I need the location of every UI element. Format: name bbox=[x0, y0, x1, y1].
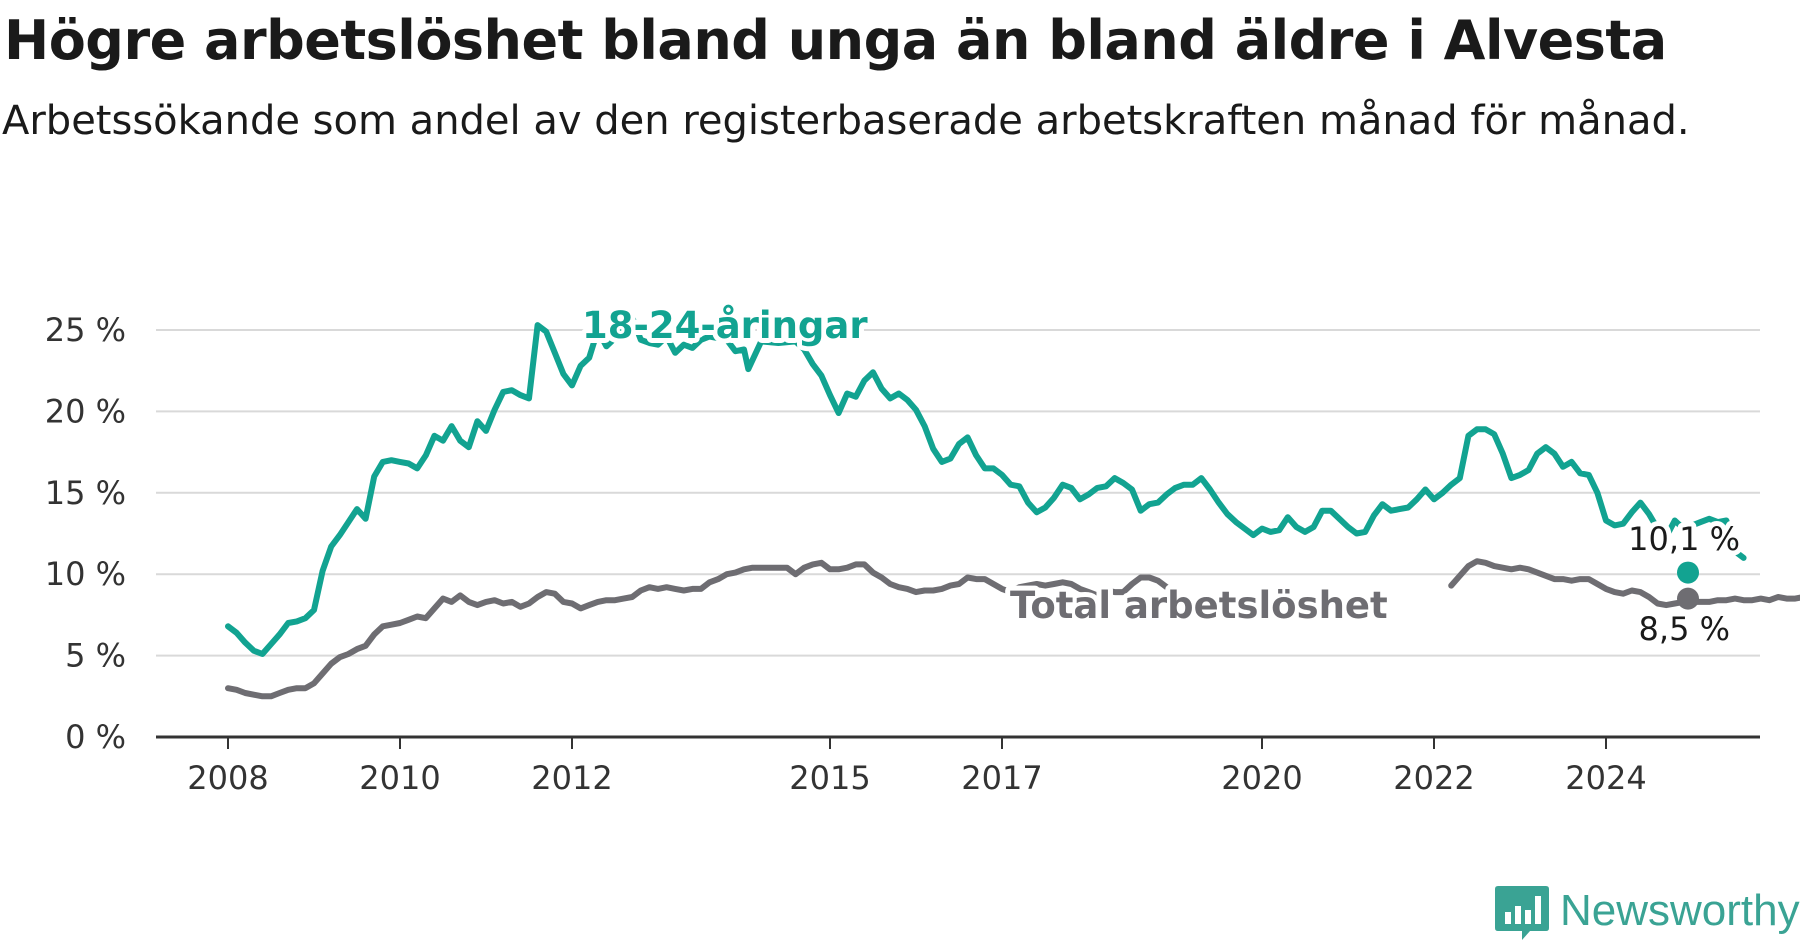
x-tick-label: 2020 bbox=[1221, 759, 1302, 797]
grid-lines bbox=[156, 329, 1760, 657]
y-tick-label: 0 % bbox=[65, 718, 126, 756]
x-tick-label: 2015 bbox=[789, 759, 870, 797]
series-line-total bbox=[225, 559, 1170, 700]
x-tick-label: 2008 bbox=[187, 759, 268, 797]
x-tick-label: 2017 bbox=[961, 759, 1042, 797]
end-marker-total bbox=[1677, 587, 1699, 610]
series-label-total: Total arbetslöshet bbox=[1010, 584, 1388, 627]
x-tick-label: 2024 bbox=[1565, 759, 1646, 797]
x-tick-label: 2012 bbox=[531, 759, 612, 797]
y-tick-label: 25 % bbox=[45, 311, 126, 349]
series-labels: 18-24-åringar Total arbetslöshet 10,1 % 8,5… bbox=[577, 299, 1745, 653]
y-tick-label: 20 % bbox=[45, 392, 126, 430]
series-label-youth: 18-24-åringar bbox=[582, 304, 868, 347]
end-label-total: 8,5 % bbox=[1639, 610, 1730, 648]
y-tick-label: 5 % bbox=[65, 637, 126, 675]
end-marker-youth bbox=[1677, 561, 1699, 584]
chart-subtitle: Arbetssökande som andel av den registerb… bbox=[2, 98, 1690, 144]
chart-title: Högre arbetslöshet bland unga än bland ä… bbox=[4, 9, 1667, 72]
x-tick-label: 2022 bbox=[1393, 759, 1474, 797]
newsworthy-logo-icon bbox=[1495, 886, 1549, 940]
x-axis: 2008 2010 2012 2015 2017 2020 2022 2024 bbox=[156, 735, 1760, 797]
series-lines bbox=[225, 314, 1800, 700]
series-line-youth bbox=[225, 314, 1747, 657]
series-line-total-cont bbox=[1448, 558, 1800, 609]
newsworthy-brand: Newsworthy bbox=[1494, 880, 1800, 948]
y-tick-label: 15 % bbox=[45, 474, 126, 512]
brand-name: Newsworthy bbox=[1560, 886, 1800, 935]
end-label-youth: 10,1 % bbox=[1628, 520, 1740, 558]
y-tick-label: 10 % bbox=[45, 555, 126, 593]
x-tick-label: 2010 bbox=[359, 759, 440, 797]
y-axis-ticks: 0 % 5 % 10 % 15 % 20 % 25 % bbox=[45, 311, 126, 756]
